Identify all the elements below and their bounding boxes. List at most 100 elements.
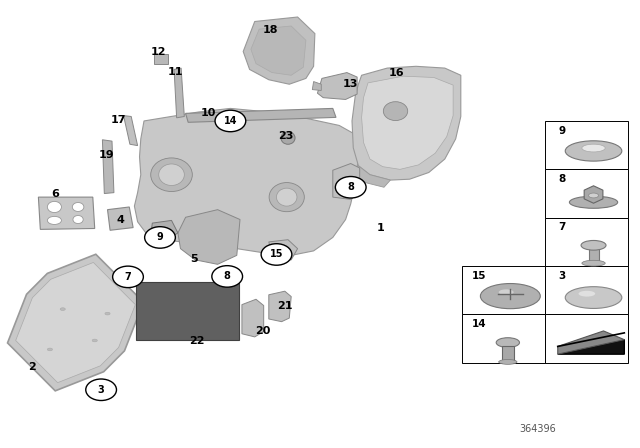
Text: 10: 10 xyxy=(200,108,216,118)
Ellipse shape xyxy=(159,164,184,185)
Ellipse shape xyxy=(47,216,61,224)
Polygon shape xyxy=(174,68,184,118)
Circle shape xyxy=(212,266,243,287)
Ellipse shape xyxy=(582,144,605,152)
Text: 19: 19 xyxy=(99,151,114,160)
Ellipse shape xyxy=(481,284,540,309)
Polygon shape xyxy=(186,108,336,122)
Ellipse shape xyxy=(269,182,305,212)
Text: 8: 8 xyxy=(224,271,230,281)
Polygon shape xyxy=(134,108,358,255)
Polygon shape xyxy=(352,66,461,180)
Ellipse shape xyxy=(276,188,297,206)
Text: 364396: 364396 xyxy=(519,424,556,434)
Circle shape xyxy=(335,177,366,198)
Ellipse shape xyxy=(589,193,598,198)
Text: 20: 20 xyxy=(255,326,270,336)
Text: 3: 3 xyxy=(98,385,104,395)
Text: 14: 14 xyxy=(472,319,486,329)
Bar xyxy=(462,266,545,314)
Polygon shape xyxy=(16,263,135,383)
Text: 5: 5 xyxy=(190,254,198,264)
Text: 15: 15 xyxy=(269,250,284,259)
Text: 8: 8 xyxy=(348,182,354,192)
Polygon shape xyxy=(150,220,178,240)
Ellipse shape xyxy=(92,339,97,342)
Polygon shape xyxy=(333,164,360,199)
Circle shape xyxy=(145,227,175,248)
Text: 18: 18 xyxy=(262,25,278,35)
Bar xyxy=(545,218,628,266)
Text: 6: 6 xyxy=(52,189,60,198)
Ellipse shape xyxy=(570,196,618,208)
Polygon shape xyxy=(124,116,138,146)
Polygon shape xyxy=(242,299,264,337)
Bar xyxy=(502,346,514,362)
Text: 16: 16 xyxy=(389,68,404,78)
Circle shape xyxy=(215,110,246,132)
Polygon shape xyxy=(269,240,298,261)
Ellipse shape xyxy=(499,359,517,364)
Bar xyxy=(589,247,598,264)
Ellipse shape xyxy=(47,348,52,351)
Text: 17: 17 xyxy=(111,115,126,125)
Text: 9: 9 xyxy=(157,233,163,242)
Circle shape xyxy=(261,244,292,265)
Polygon shape xyxy=(38,197,95,229)
Polygon shape xyxy=(317,73,357,99)
Bar xyxy=(136,282,239,340)
Text: 7: 7 xyxy=(125,272,131,282)
Polygon shape xyxy=(558,340,625,354)
Text: 13: 13 xyxy=(343,79,358,89)
Text: 1: 1 xyxy=(377,224,385,233)
Text: 21: 21 xyxy=(277,301,292,311)
Polygon shape xyxy=(269,291,291,322)
Ellipse shape xyxy=(581,241,606,250)
Text: 2: 2 xyxy=(28,362,36,372)
Polygon shape xyxy=(178,210,240,264)
Text: 22: 22 xyxy=(189,336,205,346)
Ellipse shape xyxy=(151,158,193,192)
Polygon shape xyxy=(108,207,133,230)
Polygon shape xyxy=(102,140,114,194)
Text: 14: 14 xyxy=(223,116,237,126)
Bar xyxy=(545,314,628,363)
Circle shape xyxy=(86,379,116,401)
Ellipse shape xyxy=(72,202,84,211)
Text: 7: 7 xyxy=(558,222,566,233)
Text: 3: 3 xyxy=(558,271,566,281)
Text: 4: 4 xyxy=(116,215,124,225)
Polygon shape xyxy=(584,186,603,203)
Polygon shape xyxy=(243,17,315,84)
Ellipse shape xyxy=(105,312,110,315)
Circle shape xyxy=(113,266,143,288)
Text: 9: 9 xyxy=(558,125,566,136)
Polygon shape xyxy=(251,26,306,75)
Ellipse shape xyxy=(383,102,408,121)
Polygon shape xyxy=(362,76,453,169)
Bar xyxy=(545,121,628,169)
Ellipse shape xyxy=(496,338,520,347)
Bar xyxy=(545,266,628,314)
Ellipse shape xyxy=(60,308,65,310)
Bar xyxy=(462,314,545,363)
Text: 8: 8 xyxy=(558,174,566,184)
Text: 15: 15 xyxy=(472,271,486,281)
Polygon shape xyxy=(558,331,625,354)
Polygon shape xyxy=(312,82,321,90)
Ellipse shape xyxy=(565,141,622,161)
Ellipse shape xyxy=(499,289,514,295)
Ellipse shape xyxy=(579,291,595,297)
Ellipse shape xyxy=(73,215,83,224)
Bar xyxy=(545,169,628,218)
Ellipse shape xyxy=(565,287,622,309)
Polygon shape xyxy=(8,254,143,391)
Text: 23: 23 xyxy=(278,131,294,141)
Bar xyxy=(154,54,168,64)
Text: 12: 12 xyxy=(151,47,166,56)
Ellipse shape xyxy=(281,132,295,144)
Ellipse shape xyxy=(47,202,61,213)
Ellipse shape xyxy=(582,260,605,266)
Text: 11: 11 xyxy=(168,67,183,77)
Polygon shape xyxy=(353,166,390,187)
